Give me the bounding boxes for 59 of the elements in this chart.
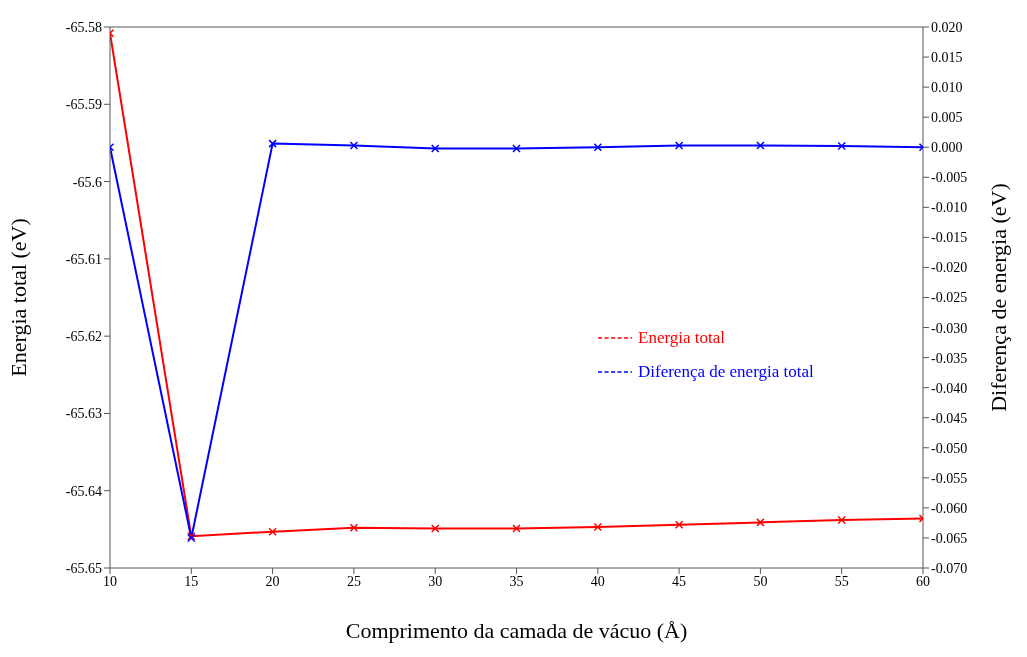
point [593,522,603,532]
y2-tick-label: -0.020 [931,260,968,276]
y2-tick-label: -0.030 [931,320,968,336]
point [268,139,277,148]
y-tick-label: -65.6 [72,174,102,190]
y-tick-label: -65.64 [65,483,102,499]
point [430,144,440,153]
x-tick-label: 35 [509,573,524,589]
y2-tick-label: -0.050 [931,440,968,456]
x-tick-label: 20 [265,573,280,589]
point [512,524,521,533]
y-tick-label: -65.59 [65,97,102,113]
x-axis-title: Comprimento da camada de vácuo (Å) [345,618,688,643]
point [674,520,684,529]
y2-tick-label: -0.070 [931,560,968,576]
y2-tick-label: 0.015 [931,50,963,66]
x-tick-label: 25 [346,573,361,589]
y2-tick-label: -0.005 [931,170,968,186]
point [349,141,359,150]
point [268,527,277,536]
x-tick-label: 30 [428,573,443,589]
x-tick-label: 50 [753,573,768,589]
x-tick-label: 10 [103,573,117,589]
y2-tick-label: -0.035 [931,350,968,366]
point [756,141,765,150]
y2-tick-label: -0.025 [931,290,968,306]
y2-tick-label: -0.010 [931,200,968,216]
y2-tick-label: -0.040 [931,380,968,396]
y2-tick-label: -0.060 [931,500,968,516]
point [512,144,521,153]
y2-tick-label: -0.045 [931,410,968,426]
y2-tick-label: 0.010 [931,80,963,96]
y-tick-label: -65.61 [65,251,102,267]
point [349,523,359,533]
x-tick-label: 15 [184,573,199,589]
y2-tick-label: 0.005 [931,110,963,126]
x-tick-label: 55 [834,573,849,589]
point [593,142,603,152]
point [837,515,846,525]
y2-axis-title: Diferença de energia (eV) [985,183,1011,412]
y-tick-label: -65.58 [65,19,102,35]
point [756,518,765,527]
y-tick-label: -65.65 [65,560,102,576]
x-tick-label: 45 [672,573,687,589]
y2-tick-label: -0.065 [931,530,968,546]
legend-label: Diferença de energia total [638,362,814,382]
point [837,141,846,151]
y2-tick-label: 0.020 [931,19,963,35]
y-tick-label: -65.63 [65,406,102,422]
legend-label: Energia total [638,328,726,348]
y-axis-title: Energia total (eV) [5,218,31,377]
x-tick-label: 60 [916,573,930,589]
point [430,524,440,533]
x-tick-label: 40 [590,573,605,589]
point [674,141,684,150]
y2-tick-label: -0.015 [931,230,968,246]
y2-tick-label: 0.000 [931,140,963,156]
y2-tick-label: -0.055 [931,470,968,486]
y-tick-label: -65.62 [65,329,102,345]
